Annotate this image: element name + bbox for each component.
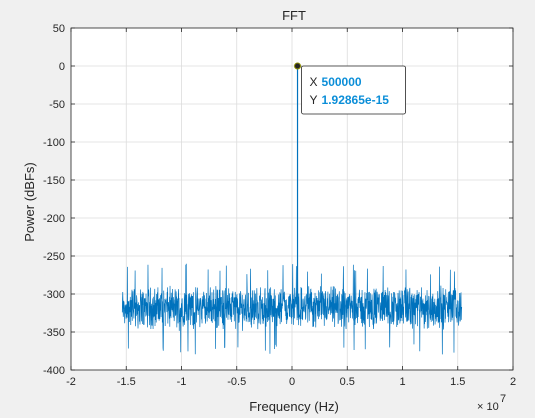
axis-ticks: -2 -1.5 -1 -0.5 0 0.5 1 1.5 2 50 0 -50 -100 -150 -200 -… xyxy=(43,23,516,388)
x-tick-label: -1 xyxy=(177,376,187,388)
x-tick-label: 1.5 xyxy=(450,376,465,388)
noise-floor-trace xyxy=(121,263,463,355)
data-tip-box xyxy=(301,65,406,115)
data-tip[interactable]: X 500000 Y 1.92865e-15 xyxy=(294,62,406,115)
x-tick-label: -2 xyxy=(66,376,76,388)
data-tip-marker[interactable] xyxy=(294,62,302,70)
y-tick-label: -100 xyxy=(43,137,65,149)
data-tip-y-value: 1.92865e-15 xyxy=(322,93,390,107)
x-tick-label: 0 xyxy=(289,376,295,388)
y-axis-label: Power (dBFs) xyxy=(22,162,37,241)
x-tick-label: -0.5 xyxy=(227,376,246,388)
y-tick-label: -300 xyxy=(43,289,65,301)
exponent-power: 7 xyxy=(500,393,506,405)
x-axis-exponent: × 10 7 xyxy=(477,393,506,413)
chart-title: FFT xyxy=(282,8,306,23)
data-tip-y-key: Y xyxy=(310,93,318,107)
y-tick-label: -200 xyxy=(43,213,65,225)
y-tick-label: -150 xyxy=(43,175,65,187)
y-tick-label: -250 xyxy=(43,251,65,263)
x-tick-label: 2 xyxy=(510,376,516,388)
y-tick-label: -350 xyxy=(43,327,65,339)
x-tick-label: 1 xyxy=(399,376,405,388)
exponent-base: × 10 xyxy=(477,401,499,413)
series-line xyxy=(121,66,463,355)
y-tick-label: 50 xyxy=(53,23,65,35)
y-tick-label: 0 xyxy=(59,61,65,73)
x-tick-label: 0.5 xyxy=(340,376,355,388)
data-tip-x-key: X xyxy=(310,75,318,89)
y-tick-label: -400 xyxy=(43,365,65,377)
x-axis-label: Frequency (Hz) xyxy=(249,399,339,414)
data-tip-x-value: 500000 xyxy=(322,75,362,89)
x-tick-label: -1.5 xyxy=(117,376,136,388)
y-tick-label: -50 xyxy=(49,99,65,111)
